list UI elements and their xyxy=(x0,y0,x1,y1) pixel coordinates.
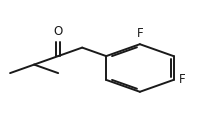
Text: F: F xyxy=(179,73,186,86)
Text: F: F xyxy=(137,27,143,40)
Text: O: O xyxy=(54,25,63,38)
